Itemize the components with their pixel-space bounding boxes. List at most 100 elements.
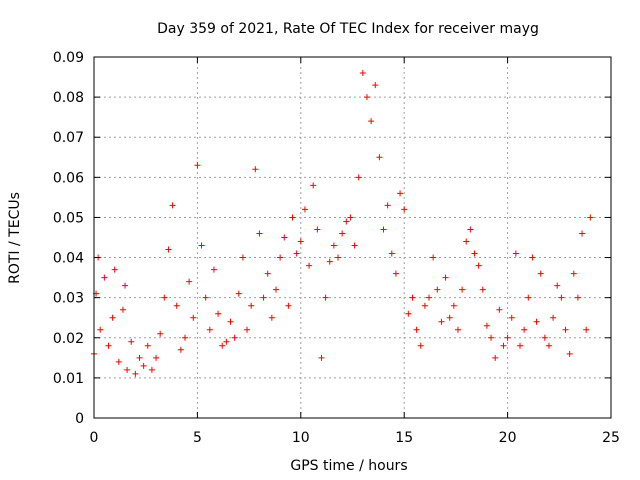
data-point: [326, 258, 333, 265]
data-point: [426, 294, 433, 301]
data-point: [206, 326, 213, 333]
data-point: [351, 242, 358, 249]
data-point: [97, 326, 104, 333]
data-point: [483, 322, 490, 329]
data-point: [533, 318, 540, 325]
data-point: [434, 286, 441, 293]
data-point: [227, 318, 234, 325]
data-points: [91, 70, 594, 377]
data-point: [101, 274, 108, 281]
data-point: [550, 314, 557, 321]
data-point: [363, 94, 370, 101]
data-point: [198, 242, 205, 249]
data-point: [210, 266, 217, 273]
data-point: [181, 334, 188, 341]
data-point: [177, 346, 184, 353]
y-tick-label: 0.02: [53, 331, 84, 347]
data-point: [144, 342, 151, 349]
data-point: [231, 334, 238, 341]
data-point: [239, 254, 246, 261]
data-point: [301, 206, 308, 213]
data-point: [169, 202, 176, 209]
x-tick-label: 25: [602, 430, 620, 446]
y-tick-labels: 0 0.01 0.02 0.03 0.04 0.05 0.06 0.07 0.08 0.09: [53, 50, 84, 427]
data-point: [496, 306, 503, 313]
data-point: [148, 366, 155, 373]
data-point: [517, 342, 524, 349]
data-point: [508, 314, 515, 321]
grid-lines: [94, 57, 611, 418]
data-point: [109, 314, 116, 321]
data-point: [289, 214, 296, 221]
data-point: [413, 326, 420, 333]
data-point: [105, 342, 112, 349]
data-point: [380, 226, 387, 233]
data-point: [272, 286, 279, 293]
x-tick-label: 10: [292, 430, 310, 446]
x-tick-label: 0: [90, 430, 99, 446]
data-point: [459, 286, 466, 293]
data-point: [165, 246, 172, 253]
data-point: [330, 242, 337, 249]
data-point: [417, 342, 424, 349]
data-point: [579, 230, 586, 237]
data-point: [525, 294, 532, 301]
data-point: [471, 250, 478, 257]
data-point: [467, 226, 474, 233]
data-point: [223, 338, 230, 345]
data-point: [248, 302, 255, 309]
plot-frame: [93, 56, 612, 419]
data-point: [558, 294, 565, 301]
data-point: [157, 330, 164, 337]
y-axis-label: ROTI / TECUs: [7, 192, 23, 284]
data-point: [314, 226, 321, 233]
data-point: [376, 154, 383, 161]
data-point: [384, 202, 391, 209]
x-tick-label: 15: [395, 430, 413, 446]
data-point: [318, 354, 325, 361]
data-point: [475, 262, 482, 269]
data-point: [124, 366, 131, 373]
data-point: [343, 218, 350, 225]
data-point: [529, 254, 536, 261]
x-axis-label: GPS time / hours: [290, 458, 407, 474]
data-point: [355, 174, 362, 181]
data-point: [297, 238, 304, 245]
data-point: [252, 166, 259, 173]
data-point: [392, 270, 399, 277]
data-point: [454, 326, 461, 333]
data-point: [260, 294, 267, 301]
data-point: [488, 334, 495, 341]
data-point: [421, 302, 428, 309]
chart-title: Day 359 of 2021, Rate Of TEC Index for r…: [157, 21, 539, 37]
data-point: [310, 182, 317, 189]
data-point: [368, 118, 375, 125]
data-point: [219, 342, 226, 349]
data-point: [161, 294, 168, 301]
data-point: [512, 250, 519, 257]
x-tick-label: 20: [499, 430, 517, 446]
data-point: [119, 306, 126, 313]
data-point: [442, 274, 449, 281]
y-tick-label: 0.08: [53, 90, 84, 106]
data-point: [190, 314, 197, 321]
data-point: [281, 234, 288, 241]
data-point: [322, 294, 329, 301]
data-point: [339, 230, 346, 237]
data-point: [173, 302, 180, 309]
data-point: [401, 206, 408, 213]
x-tick-labels: 0 5 10 15 20 25: [90, 430, 620, 446]
data-point: [111, 266, 118, 273]
data-point: [293, 250, 300, 257]
y-tick-label: 0.03: [53, 291, 84, 307]
data-point: [397, 190, 404, 197]
data-point: [202, 294, 209, 301]
x-tick-label: 5: [193, 430, 202, 446]
data-point: [504, 334, 511, 341]
data-point: [430, 254, 437, 261]
data-point: [587, 214, 594, 221]
data-point: [438, 318, 445, 325]
data-point: [277, 254, 284, 261]
data-point: [244, 326, 251, 333]
data-point: [153, 354, 160, 361]
